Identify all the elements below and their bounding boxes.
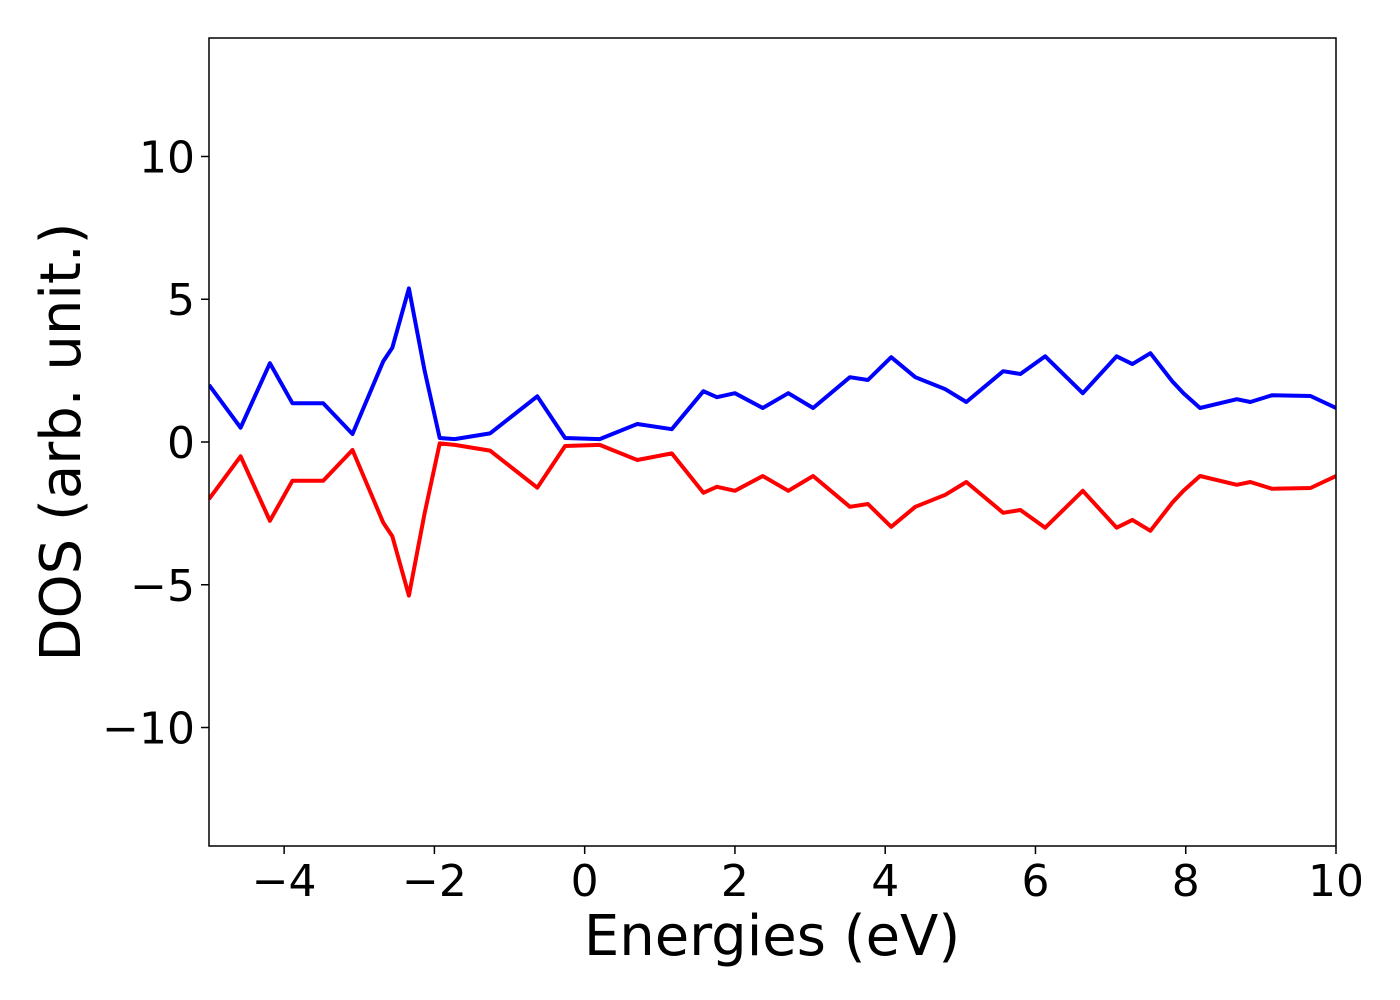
x-tick-label: 0 xyxy=(571,856,599,907)
y-tick-label: −10 xyxy=(102,704,195,755)
x-axis-label: Energies (eV) xyxy=(584,904,960,969)
y-tick-label: 0 xyxy=(167,418,195,469)
line-series xyxy=(209,286,1336,442)
x-tick-label: 6 xyxy=(1021,856,1049,907)
plot-frame xyxy=(208,37,1337,847)
y-tick-label: 5 xyxy=(167,275,195,326)
line-series xyxy=(209,441,1336,598)
y-axis-label: DOS (arb. unit.) xyxy=(29,222,94,661)
x-tick-label: −4 xyxy=(252,856,317,907)
x-tick-label: −2 xyxy=(402,856,467,907)
x-tick-label: 8 xyxy=(1172,856,1200,907)
x-tick-label: 2 xyxy=(721,856,749,907)
y-tick-label: −5 xyxy=(130,561,195,612)
x-tick-label: 4 xyxy=(871,856,899,907)
y-tick-label: 10 xyxy=(139,132,195,183)
x-tick-label: 10 xyxy=(1308,856,1364,907)
